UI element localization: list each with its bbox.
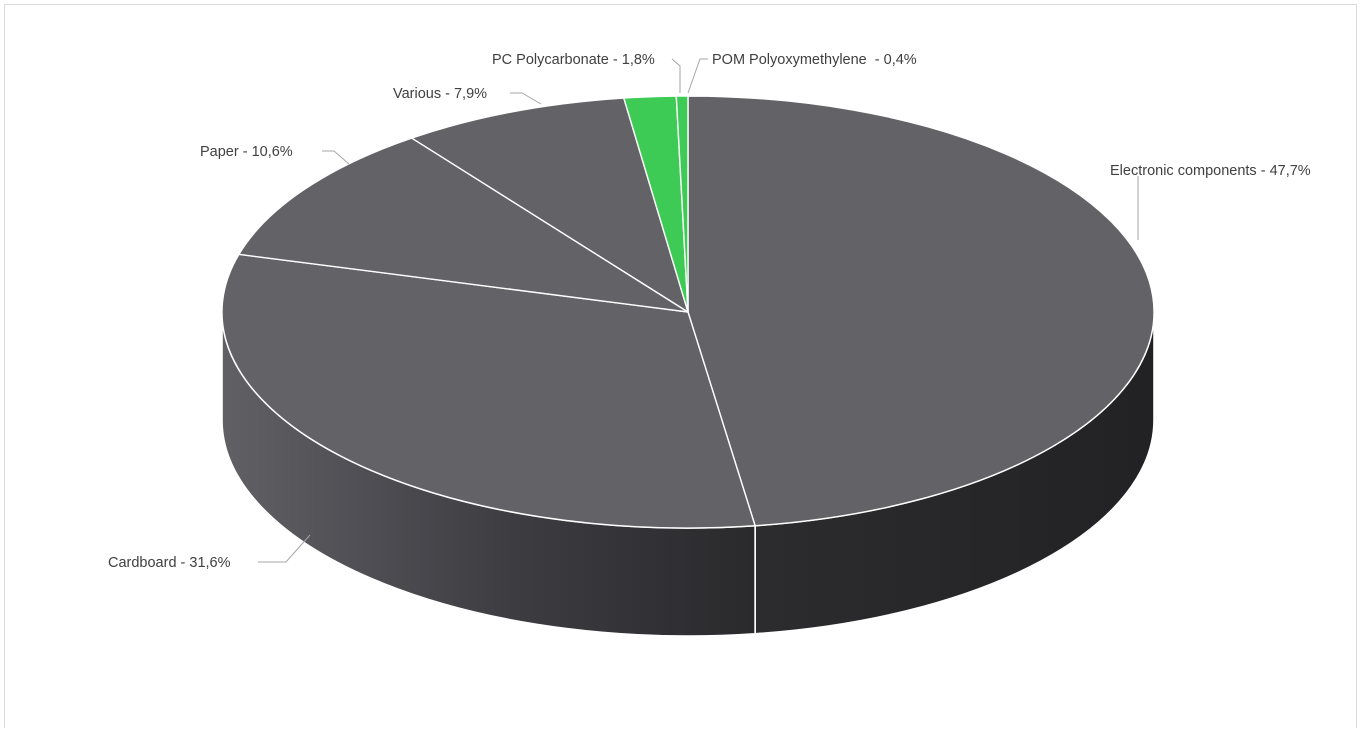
leader-line-pc-polycarbonate [671,58,681,93]
pie-slice-cardboard [221,253,757,529]
data-label-paper: Paper - 10,6% [200,144,293,160]
pie-slice-paper [237,137,689,313]
data-label-cardboard: Cardboard - 31,6% [108,555,231,571]
leader-line-cardboard [258,534,311,563]
leader-line-paper [322,150,350,165]
data-label-electronic-components: Electronic components - 47,7% [1110,163,1311,179]
data-label-pc-polycarbonate: PC Polycarbonate - 1,8% [492,52,655,68]
data-label-pom-polyoxymethylene: POM Polyoxymethylene - 0,4% [712,52,917,68]
leader-line-pom-polyoxymethylene [687,58,708,94]
leader-line-various [510,92,542,105]
data-label-various: Various - 7,9% [393,86,487,102]
pie-slice-pom-polyoxymethylene [675,95,689,313]
pie-slice-electronic-components [687,95,1155,527]
pie-slice-various [410,97,690,314]
